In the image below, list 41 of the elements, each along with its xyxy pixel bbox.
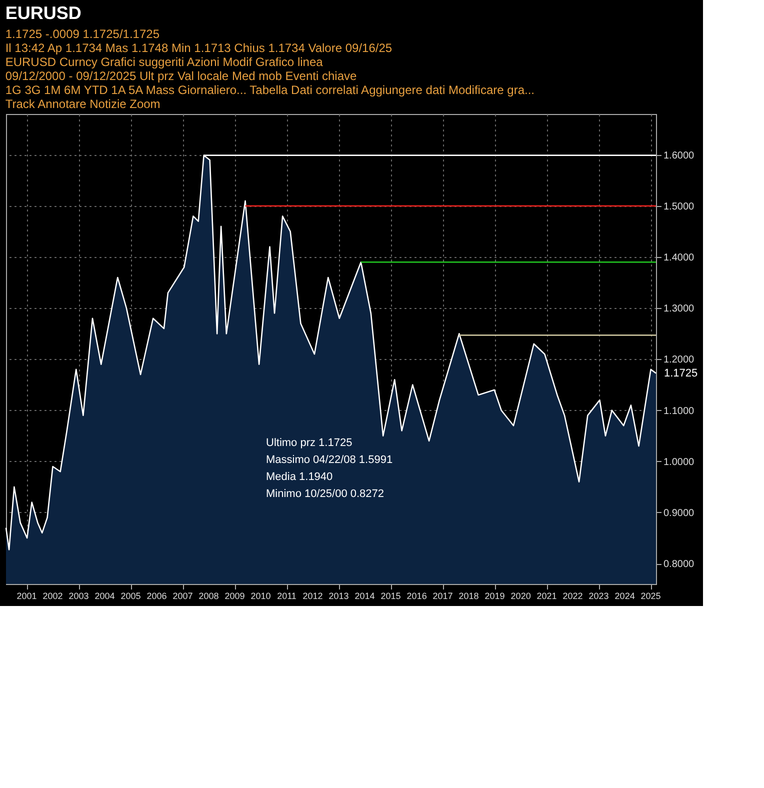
x-tick-label: 2023 [588,591,609,601]
x-tick-label: 2003 [68,591,89,601]
x-tick-label: 2019 [484,591,505,601]
x-tick-label: 2008 [198,591,219,601]
annotation: Media 1.1940 [266,471,333,483]
x-tick-label: 2016 [406,591,427,601]
x-tick-label: 2005 [120,591,141,601]
x-tick-label: 2017 [432,591,453,601]
x-tick-label: 2022 [562,591,583,601]
y-tick-label: 0.9000 [664,508,695,519]
y-tick-label: 1.4000 [664,252,695,264]
x-tick-label: 2025 [640,591,661,601]
x-tick-label: 2007 [172,591,193,601]
x-tick-label: 2013 [328,591,349,601]
x-tick-label: 2024 [614,591,635,601]
x-tick-label: 2010 [250,591,271,601]
y-tick-label: 1.6000 [664,150,695,162]
y-tick-label: 1.1000 [664,406,695,417]
annotation: Ultimo prz 1.1725 [266,437,352,449]
x-tick-label: 2014 [354,591,375,601]
x-tick-label: 2020 [510,591,531,601]
x-tick-label: 2021 [536,591,557,601]
x-tick-label: 2004 [94,591,115,601]
annotation: Massimo 04/22/08 1.5991 [266,454,393,466]
x-tick-label: 2018 [458,591,479,601]
y-tick-label: 1.5000 [664,201,695,212]
y-tick-label: 0.8000 [664,559,695,570]
y-tick-label: 1.0000 [664,456,695,468]
x-tick-label: 2001 [16,591,37,601]
x-tick-label: 2002 [42,591,63,601]
chart-subtitle: 1.1725 -.0009 1.1725/1.1725 Il 13:42 Ap 1.1734 Mas 1.1748 Min 1.1713 Chius 1.1734 Valore 09/16/25 EURUSD Curncy Grafici suggeriti Azioni Modif Grafico linea 09/12/2000 - 09/12/2025 Ult prz Val locale Med mob Eventi chiave 1G 3G 1M 6M YTD 1A 5A Mass Giornaliero... Tabella Dati correlati Aggiungere dati Modificare gra... Track Annotare Notizie Zoom [5,27,535,111]
x-tick-label: 2015 [380,591,401,601]
y-tick-label: 1.2000 [664,354,695,366]
annotation: 1.1725 [664,367,698,380]
chart-title: EURUSD [5,3,82,23]
x-tick-label: 2009 [224,591,245,601]
annotation: Minimo 10/25/00 0.8272 [266,488,384,500]
y-tick-label: 1.3000 [664,304,695,315]
x-tick-label: 2012 [302,591,323,601]
x-tick-label: 2011 [277,591,296,601]
x-tick-label: 2006 [146,591,167,601]
